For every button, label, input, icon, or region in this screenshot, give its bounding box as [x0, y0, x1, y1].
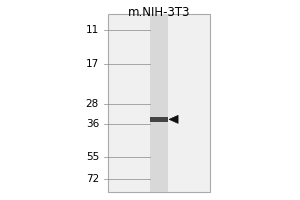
Text: 28: 28	[86, 99, 99, 109]
Bar	[108, 14, 210, 192]
Text: 11: 11	[86, 25, 99, 35]
Text: m.NIH-3T3: m.NIH-3T3	[128, 6, 190, 19]
Text: 55: 55	[86, 152, 99, 162]
Polygon shape	[169, 115, 178, 123]
Text: 72: 72	[86, 174, 99, 184]
Text: 17: 17	[86, 59, 99, 69]
Text: 36: 36	[86, 119, 99, 129]
Bar	[150, 14, 168, 192]
Bar	[150, 117, 168, 122]
